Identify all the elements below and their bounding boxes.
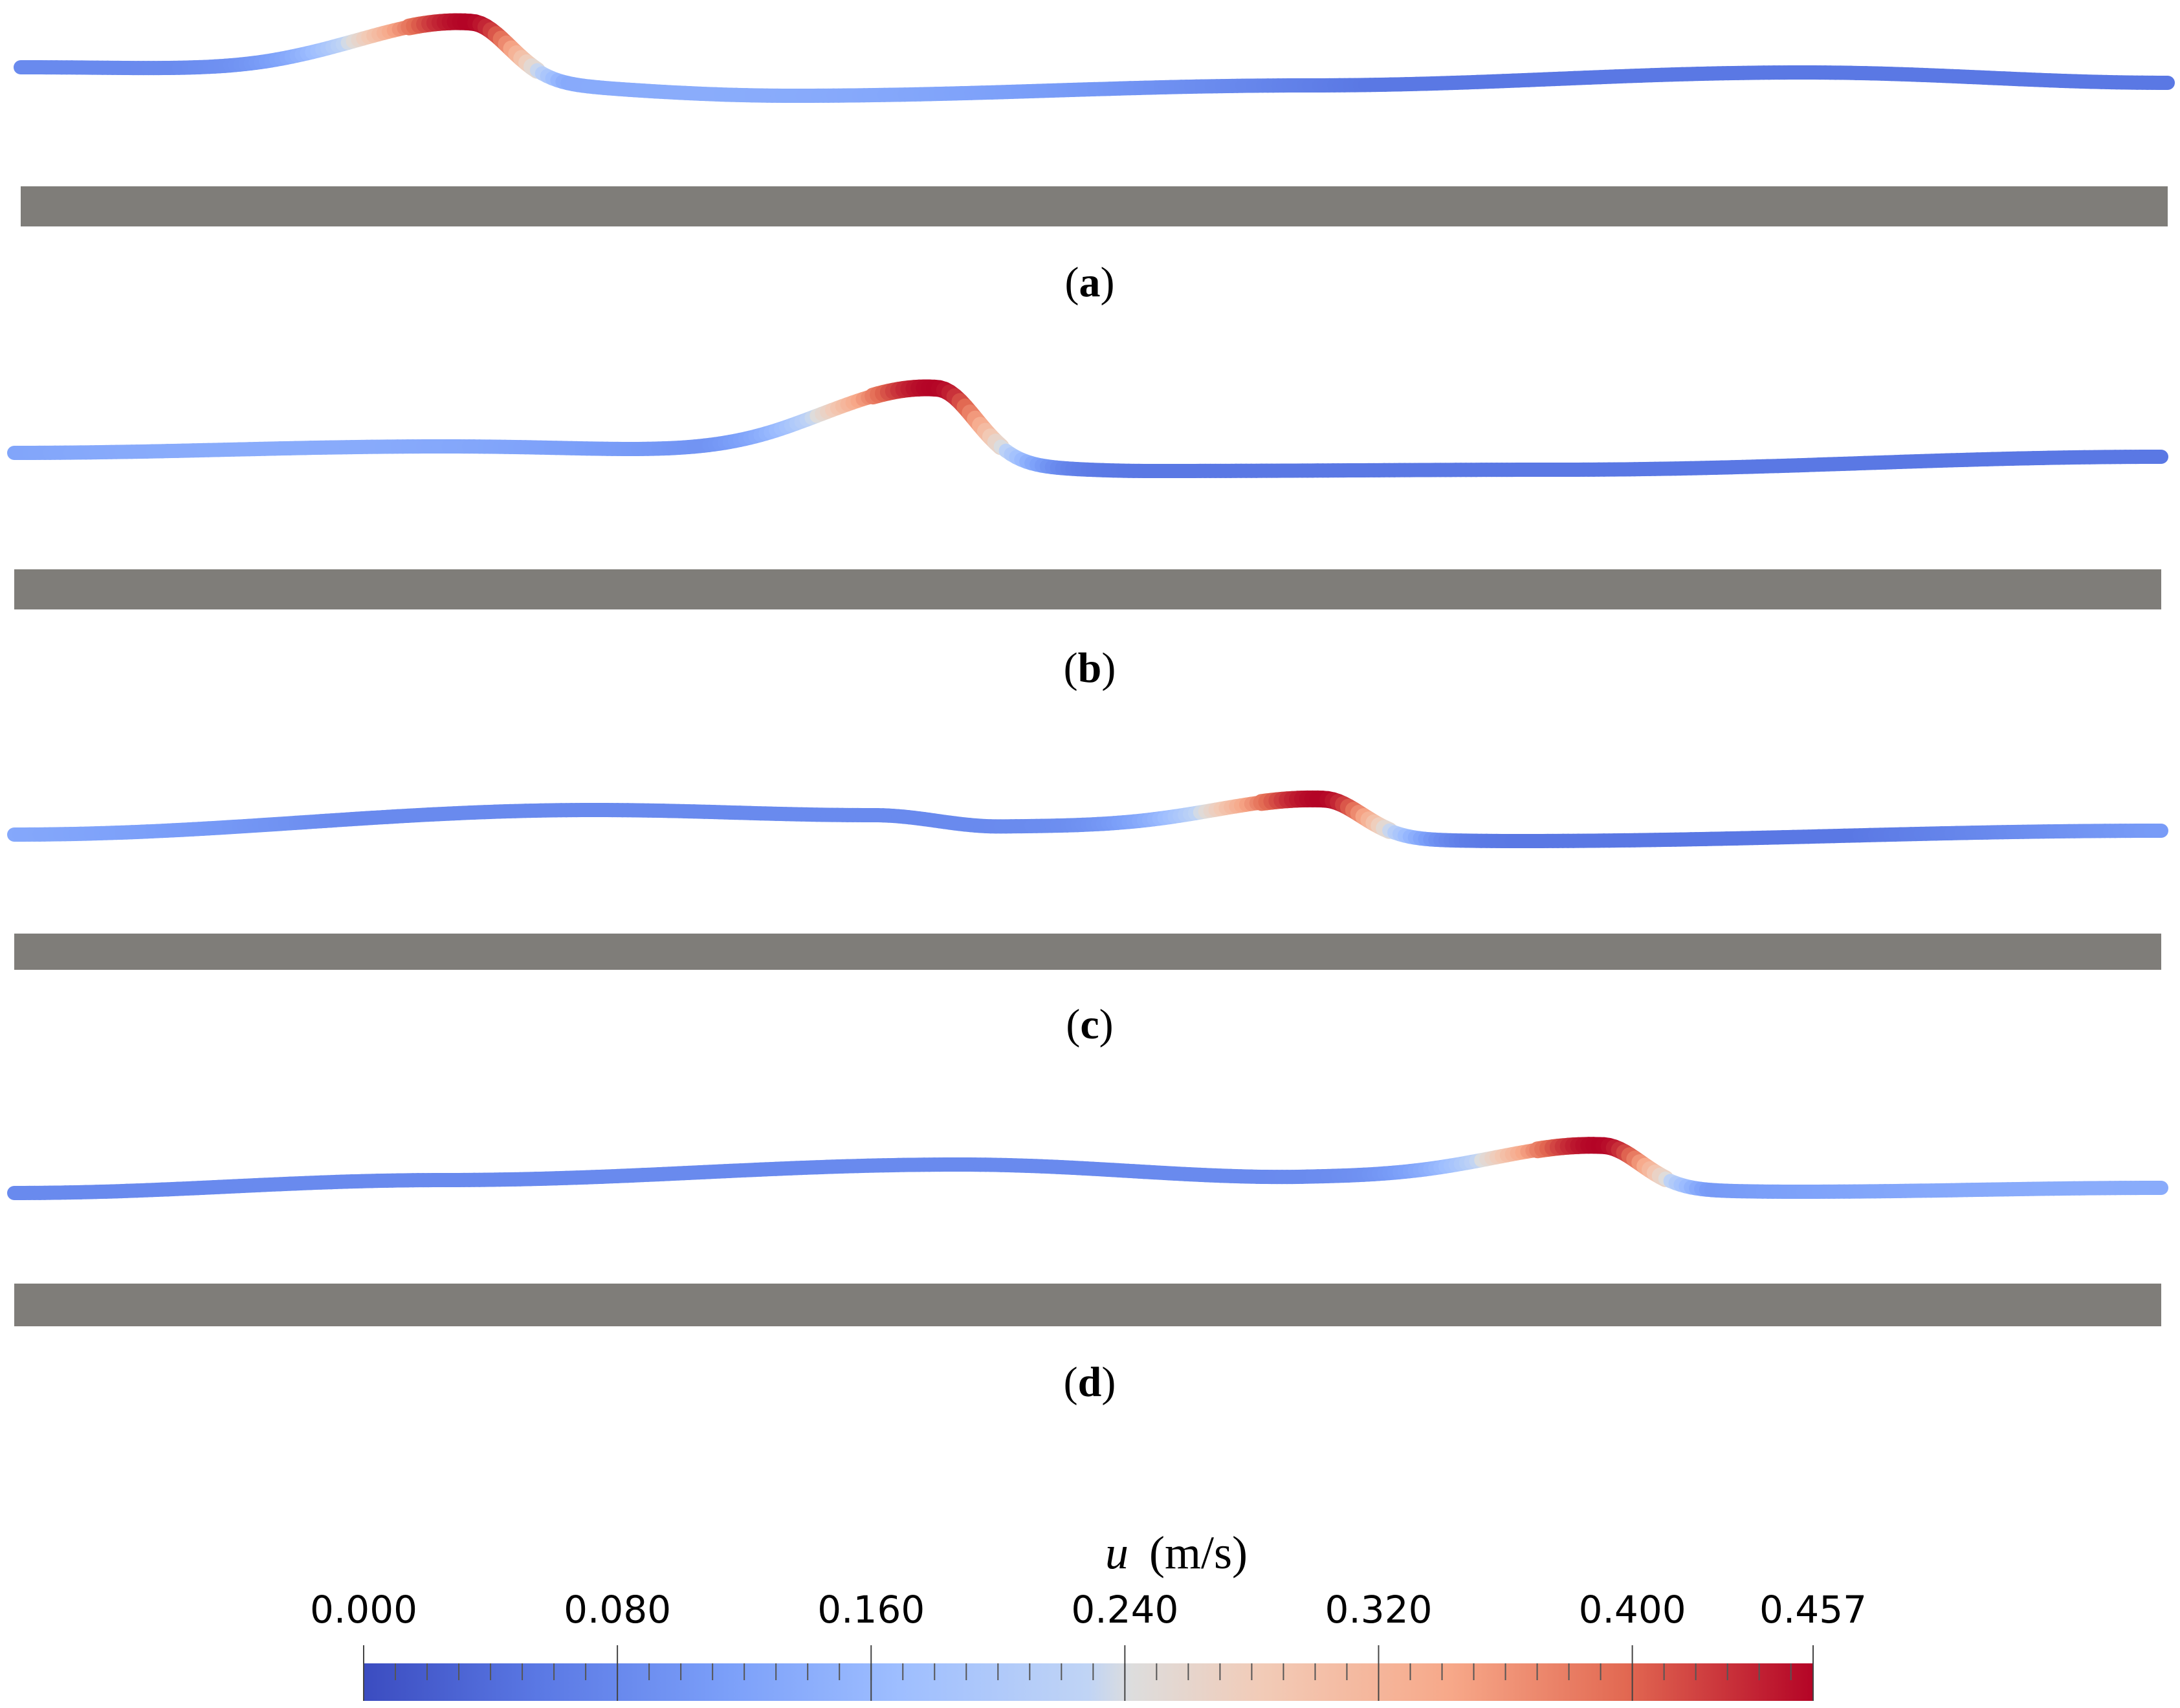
colorbar: u (m/s) 0.000 0.080 0.160 0.240 0.320 0.400 0.… [310, 1527, 1867, 1701]
wave-surface-b [7, 379, 2168, 478]
panel-a: (a) [14, 13, 2175, 306]
bed-d [14, 1284, 2161, 1326]
colorbar-tick-label: 0.320 [1325, 1588, 1432, 1632]
colorbar-tick-label: 0.160 [817, 1588, 925, 1632]
caption-a: (a) [1065, 259, 1115, 306]
colorbar-unit: (m/s) [1149, 1527, 1248, 1579]
colorbar-ticks [363, 1645, 1814, 1701]
colorbar-bar [364, 1663, 1813, 1701]
bed-a [21, 186, 2168, 226]
wave-surface-c [7, 790, 2168, 848]
panel-b: (b) [7, 379, 2168, 692]
colorbar-tick-label: 0.000 [310, 1588, 417, 1632]
colorbar-tick-label: 0.080 [564, 1588, 671, 1632]
colorbar-tick-label: 0.457 [1759, 1588, 1867, 1632]
wave-surface-d [7, 1137, 2168, 1200]
caption-d: (d) [1064, 1359, 1116, 1406]
colorbar-tick-label: 0.400 [1579, 1588, 1686, 1632]
wave-surface-a [14, 13, 2175, 103]
caption-b: (b) [1064, 644, 1116, 692]
panel-c: (c) [7, 790, 2168, 1048]
bed-c [14, 934, 2161, 970]
caption-c: (c) [1066, 1001, 1113, 1048]
bed-b [14, 569, 2161, 609]
colorbar-variable: u [1105, 1527, 1129, 1579]
colorbar-tick-labels: 0.000 0.080 0.160 0.240 0.320 0.400 0.457 [310, 1588, 1867, 1632]
panel-d: (d) [7, 1137, 2168, 1406]
colorbar-tick-label: 0.240 [1071, 1588, 1178, 1632]
colorbar-title: u (m/s) [1105, 1527, 1248, 1579]
